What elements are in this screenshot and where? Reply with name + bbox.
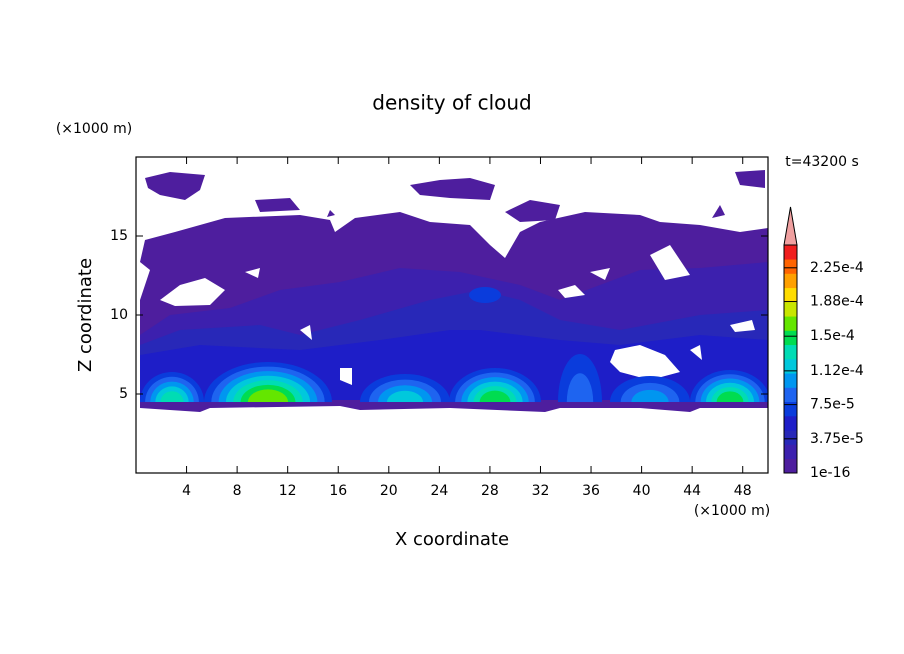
y-unit: (×1000 m): [56, 121, 132, 137]
colorbar-band: [784, 416, 797, 431]
colorbar-tick-label: 7.5e-5: [810, 397, 855, 413]
colorbar-band: [784, 259, 797, 274]
colorbar-band: [784, 359, 797, 374]
chart-title: density of cloud: [372, 91, 531, 115]
x-tick-label: 32: [532, 483, 550, 499]
colorbar-band: [784, 373, 797, 388]
x-tick-label: 4: [182, 483, 191, 499]
x-tick-label: 28: [481, 483, 499, 499]
time-label: t=43200 s: [785, 154, 859, 170]
x-tick-label: 24: [430, 483, 448, 499]
contour-region: [631, 389, 669, 402]
colorbar-band: [784, 330, 797, 346]
colorbar-tick-label: 1.12e-4: [810, 363, 864, 379]
contour-gap: [558, 285, 585, 298]
colorbar-tick-label: 3.75e-5: [810, 431, 864, 447]
colorbar-band: [784, 287, 797, 303]
contour-region: [469, 287, 501, 303]
colorbar-band: [784, 344, 797, 360]
contour-gap: [690, 345, 702, 360]
colorbar-band: [784, 302, 797, 317]
contour-region: [327, 210, 335, 217]
x-tick-label: 48: [734, 483, 752, 499]
colorbar-band: [784, 430, 797, 445]
contour-region: [479, 390, 511, 402]
contour-gap: [590, 268, 610, 280]
contour-gap: [300, 325, 312, 340]
y-tick-label: 5: [119, 386, 128, 402]
contour-region: [410, 178, 495, 200]
x-axis-label: X coordinate: [395, 529, 509, 550]
colorbar-band: [784, 245, 797, 260]
contour-region: [716, 391, 744, 402]
contour-region: [160, 391, 184, 402]
contour-gap: [160, 278, 225, 306]
contour-gap: [650, 245, 690, 280]
x-tick-label: 16: [329, 483, 347, 499]
contour-region: [505, 200, 560, 222]
colorbar-tick-label: 1e-16: [810, 465, 850, 481]
contour-region: [255, 198, 300, 212]
colorbar-tick-label: 2.25e-4: [810, 260, 864, 276]
contour-region: [247, 389, 289, 402]
contour-gap: [730, 320, 755, 332]
colorbar-band: [784, 273, 797, 289]
x-tick-label: 8: [233, 483, 242, 499]
colorbar-band: [784, 316, 797, 331]
colorbar-tick-label: 1.88e-4: [810, 294, 864, 310]
y-tick-label: 10: [110, 307, 128, 323]
colorbar-band: [784, 444, 797, 460]
contour-region: [566, 373, 594, 402]
colorbar-tick-label: 1.5e-4: [810, 328, 855, 344]
x-tick-label: 12: [279, 483, 297, 499]
contour-cores: [140, 354, 768, 402]
colorbar-extend: [783, 206, 798, 246]
y-axis-label: Z coordinate: [75, 258, 96, 372]
contour-region: [712, 205, 725, 218]
colorbar-band: [784, 401, 797, 417]
colorbar-band: [784, 387, 797, 403]
contour-region: [387, 390, 423, 402]
contour-region: [145, 172, 205, 200]
contour-region: [735, 170, 765, 188]
x-tick-label: 36: [582, 483, 600, 499]
contour-gap: [245, 268, 260, 278]
y-tick-label: 15: [110, 228, 128, 244]
x-unit: (×1000 m): [694, 503, 770, 519]
x-tick-label: 44: [683, 483, 701, 499]
contour-gap: [610, 345, 680, 380]
colorbar-band: [784, 458, 797, 474]
contour-field: [140, 170, 768, 412]
x-tick-label: 40: [633, 483, 651, 499]
contour-gap: [340, 368, 352, 385]
x-tick-label: 20: [380, 483, 398, 499]
